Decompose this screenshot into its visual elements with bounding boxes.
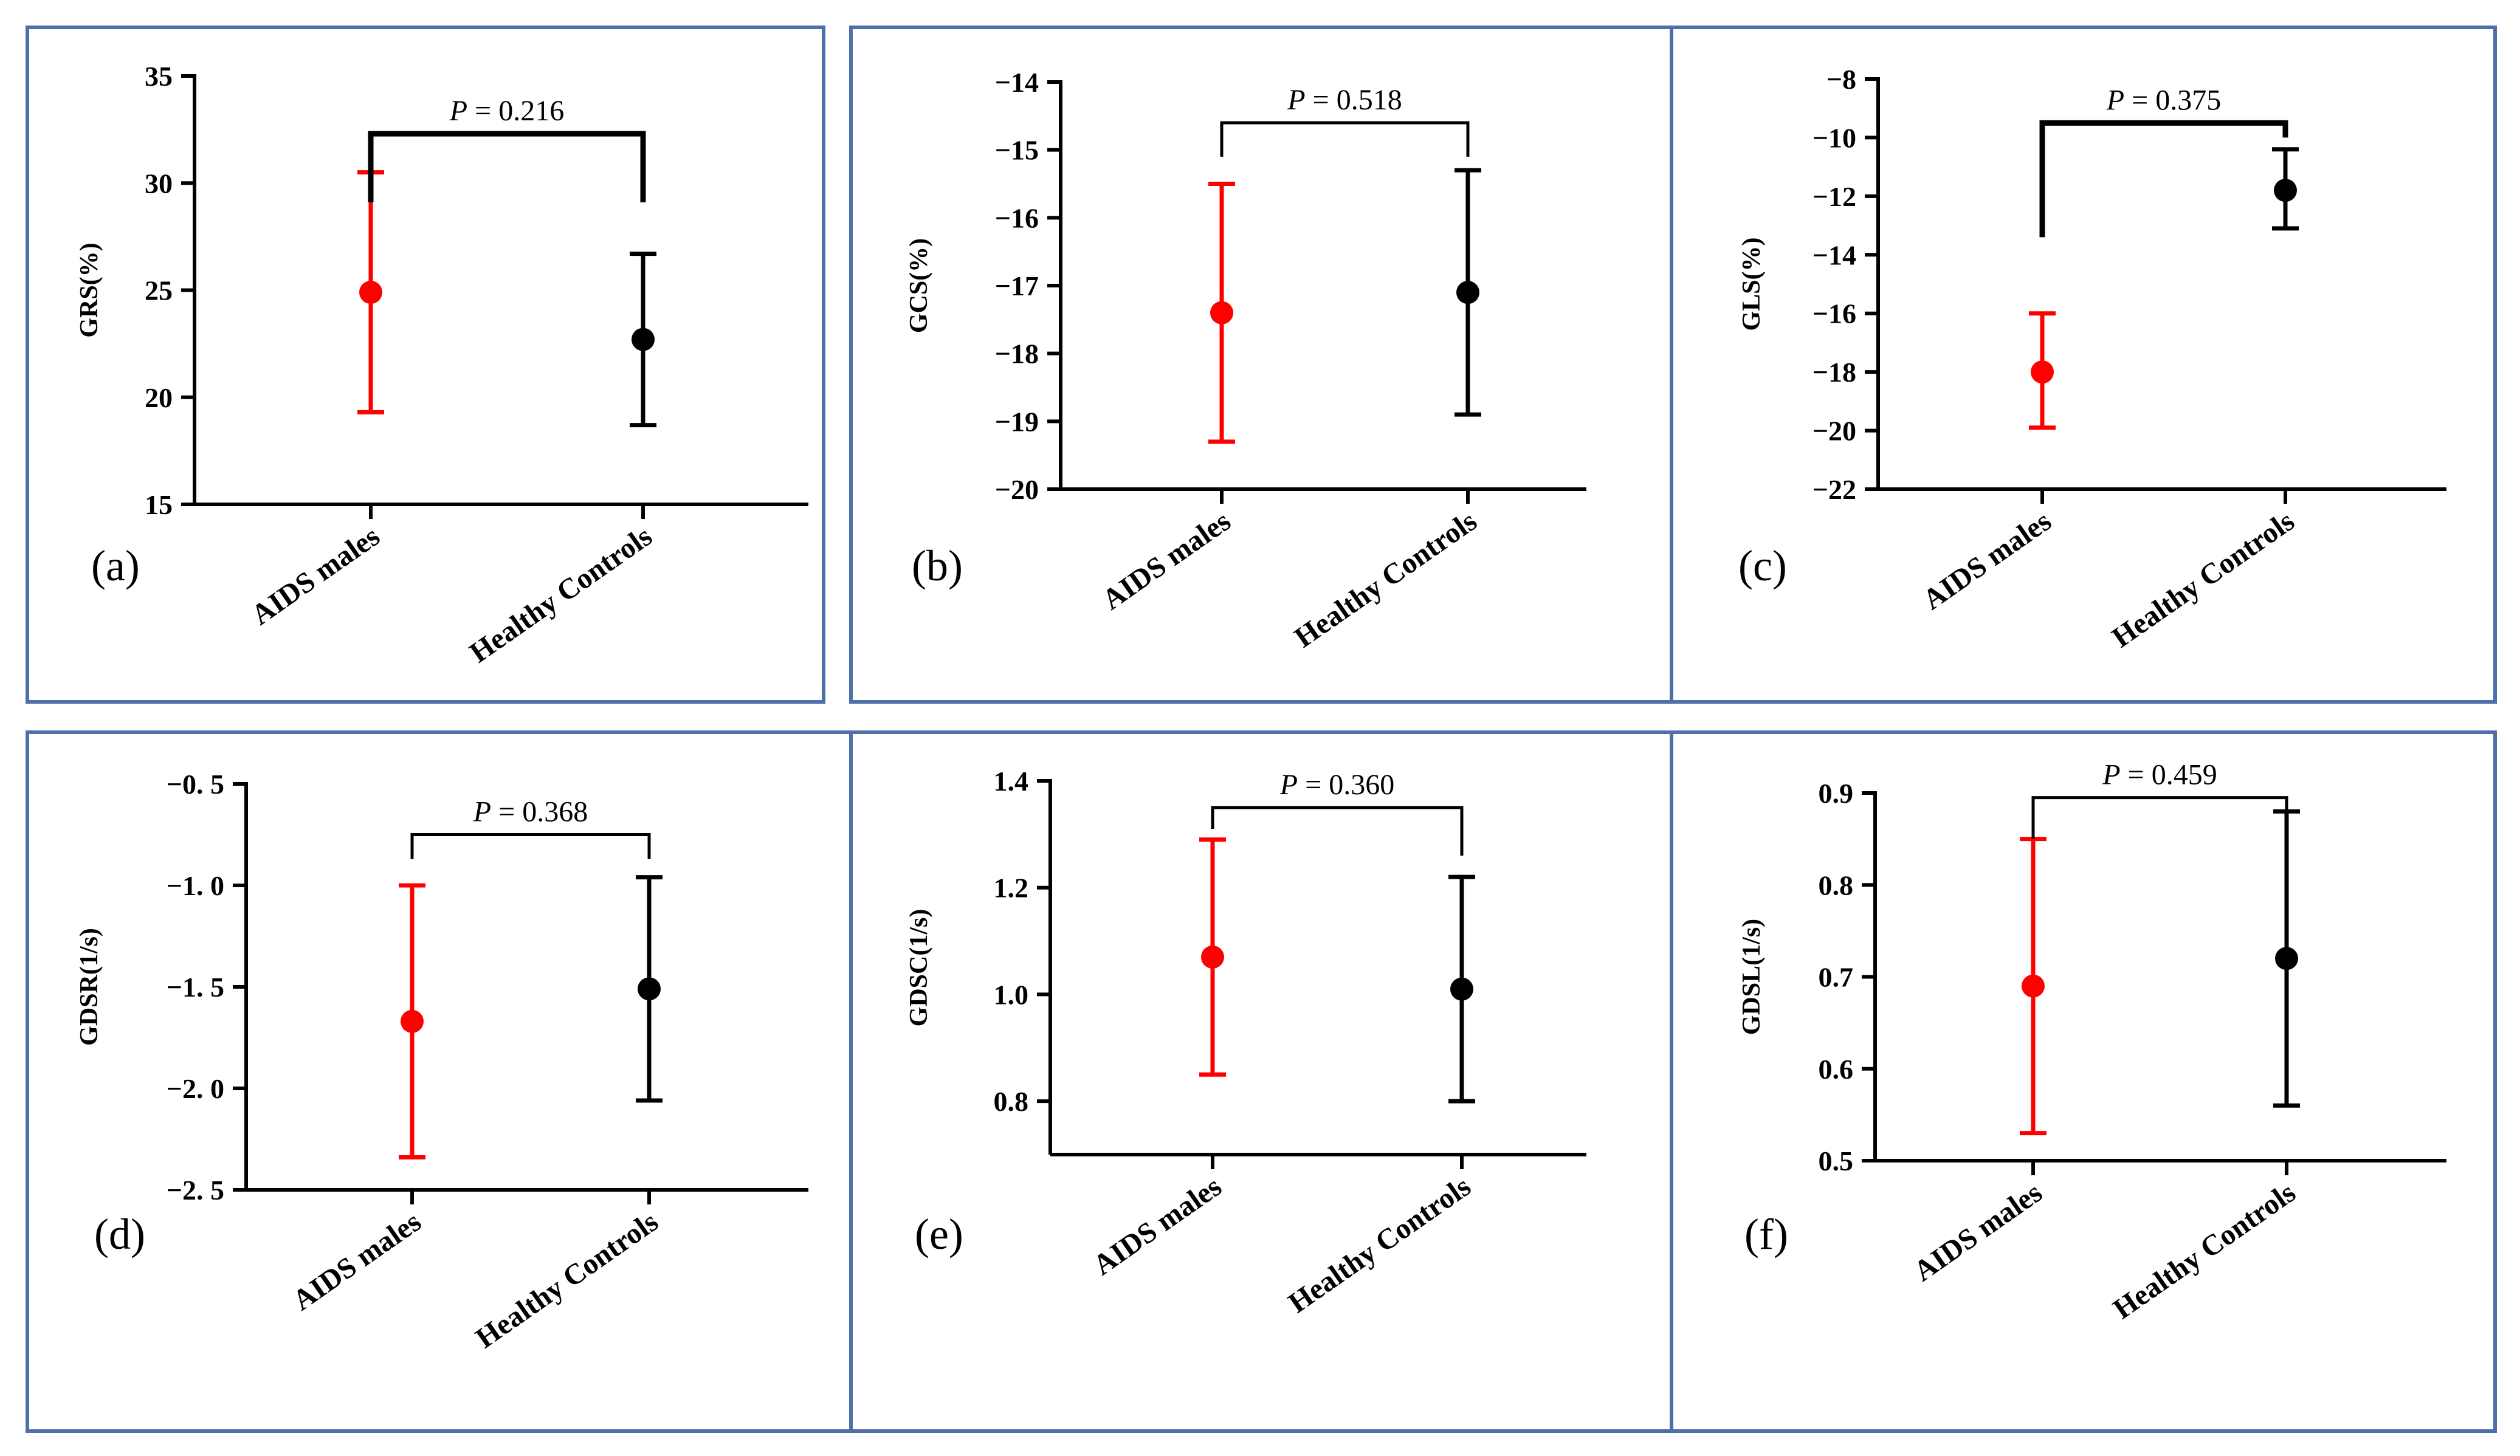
y-axis-label: GLS(%)	[1738, 237, 1766, 331]
category-label: AIDS males	[287, 1206, 427, 1317]
mean-point	[359, 281, 382, 304]
mean-point	[2275, 947, 2298, 970]
y-tick-label: −1. 0	[167, 870, 224, 901]
p-value-label: P = 0.216	[449, 95, 564, 127]
y-tick-label: −2. 5	[167, 1175, 224, 1206]
mean-point	[638, 977, 661, 1001]
panel-letter: (f)	[1744, 1210, 1788, 1259]
y-tick-label: −2. 0	[167, 1073, 224, 1104]
y-tick-label: −12	[1813, 181, 1856, 212]
p-value-label: P = 0.518	[1287, 84, 1402, 116]
category-label: Healthy Controls	[1289, 505, 1482, 654]
y-axis-label: GDSL(1/s)	[1738, 919, 1766, 1035]
y-tick-label: 1.4	[994, 766, 1029, 797]
panel-frame	[849, 26, 1673, 704]
y-tick-label: 30	[145, 168, 173, 199]
mean-point	[401, 1009, 424, 1033]
y-tick-label: −0. 5	[167, 769, 224, 800]
category-label: AIDS males	[1087, 1170, 1227, 1282]
y-tick-label: −16	[1813, 298, 1856, 329]
mean-point	[1456, 281, 1479, 304]
panel-f: 0.5 0.6 0.7 0.8 0.9 GDSL(1/s) AIDS males Health…	[1670, 730, 2497, 1433]
panel-frame	[849, 730, 1673, 1433]
panel-e: 0.8 1.0 1.2 1.4 GDSC(1/s) AIDS males Healthy C…	[849, 730, 1673, 1433]
significance-bracket	[2039, 120, 2288, 238]
y-tick-label: −18	[995, 338, 1039, 369]
mean-point	[2274, 179, 2297, 202]
y-tick-label: −15	[995, 135, 1039, 166]
mean-point	[632, 328, 655, 351]
y-tick-label: 0.9	[1819, 778, 1854, 809]
category-label: Healthy Controls	[2107, 1176, 2301, 1326]
y-tick-label: 0.8	[994, 1086, 1029, 1117]
category-label: Healthy Controls	[464, 520, 658, 670]
p-value-label: P = 0.459	[2102, 759, 2217, 791]
y-tick-label: 20	[145, 382, 173, 413]
y-tick-label: −20	[995, 474, 1039, 505]
mean-point	[1201, 945, 1224, 969]
y-axis-label: GCS(%)	[905, 238, 933, 333]
panel-d: −2. 5 −2. 0 −1. 5 −1. 0 −0. 5 GDSR(1/s) AIDS m…	[26, 730, 853, 1433]
significance-bracket	[1220, 121, 1470, 157]
y-tick-label: −22	[1813, 474, 1856, 505]
panel-letter: (b)	[912, 541, 963, 590]
category-label: AIDS males	[1908, 1176, 2048, 1288]
y-tick-label: −19	[995, 406, 1039, 437]
y-tick-label: 1.0	[994, 979, 1029, 1010]
panel-letter: (d)	[94, 1210, 145, 1259]
category-label: Healthy Controls	[1282, 1170, 1476, 1320]
panel-letter: (e)	[915, 1210, 963, 1259]
y-tick-label: −14	[1813, 239, 1856, 270]
significance-bracket	[2031, 796, 2288, 839]
category-label: AIDS males	[1096, 505, 1236, 616]
category-label: Healthy Controls	[470, 1206, 664, 1355]
mean-point	[1210, 301, 1233, 325]
category-label: AIDS males	[246, 520, 385, 631]
panel-c: −22 −20 −18 −16 −14 −12 −10 −8 GLS(%) AIDS males H…	[1670, 26, 2497, 704]
panel-frame	[1670, 730, 2497, 1433]
panel-frame	[1670, 26, 2497, 704]
panel-letter: (c)	[1738, 541, 1787, 590]
panel-a: 15 20 25 30 35 GRS(%) AIDS males Healthy Contro…	[26, 26, 825, 704]
y-tick-label: −16	[995, 202, 1039, 233]
significance-bracket	[1211, 806, 1464, 856]
y-tick-label: −20	[1813, 416, 1856, 447]
y-axis-label: GRS(%)	[75, 242, 103, 337]
mean-point	[1450, 977, 1473, 1001]
y-tick-label: 0.8	[1819, 870, 1854, 901]
panel-frame	[26, 26, 825, 704]
y-tick-label: 15	[145, 489, 173, 520]
y-tick-label: −18	[1813, 357, 1856, 388]
y-tick-label: 0.7	[1819, 962, 1854, 993]
y-tick-label: −8	[1826, 64, 1856, 95]
y-tick-label: −14	[995, 67, 1039, 98]
y-tick-label: 0.5	[1819, 1145, 1854, 1176]
y-tick-label: −1. 5	[167, 972, 224, 1003]
y-tick-label: −10	[1813, 122, 1856, 153]
category-label: Healthy Controls	[2106, 505, 2300, 654]
y-axis-label: GDSR(1/s)	[75, 928, 103, 1046]
y-tick-label: 0.6	[1819, 1054, 1854, 1085]
category-label: AIDS males	[1917, 505, 2057, 616]
p-value-label: P = 0.375	[2106, 84, 2221, 116]
p-value-label: P = 0.360	[1279, 769, 1394, 801]
y-tick-label: −17	[995, 270, 1039, 301]
y-tick-label: 25	[145, 275, 173, 306]
mean-point	[2022, 974, 2045, 998]
y-axis-label: GDSC(1/s)	[905, 909, 933, 1027]
panel-frame	[26, 730, 853, 1433]
panel-letter: (a)	[91, 541, 140, 590]
p-value-label: P = 0.368	[473, 796, 588, 828]
y-tick-label: 1.2	[994, 873, 1029, 904]
mean-point	[2031, 360, 2054, 384]
significance-bracket	[368, 131, 646, 202]
y-tick-label: 35	[145, 61, 173, 92]
panel-b: −20 −19 −18 −17 −16 −15 −14 GCS(%) AIDS males Hea…	[849, 26, 1673, 704]
significance-bracket	[410, 833, 651, 859]
